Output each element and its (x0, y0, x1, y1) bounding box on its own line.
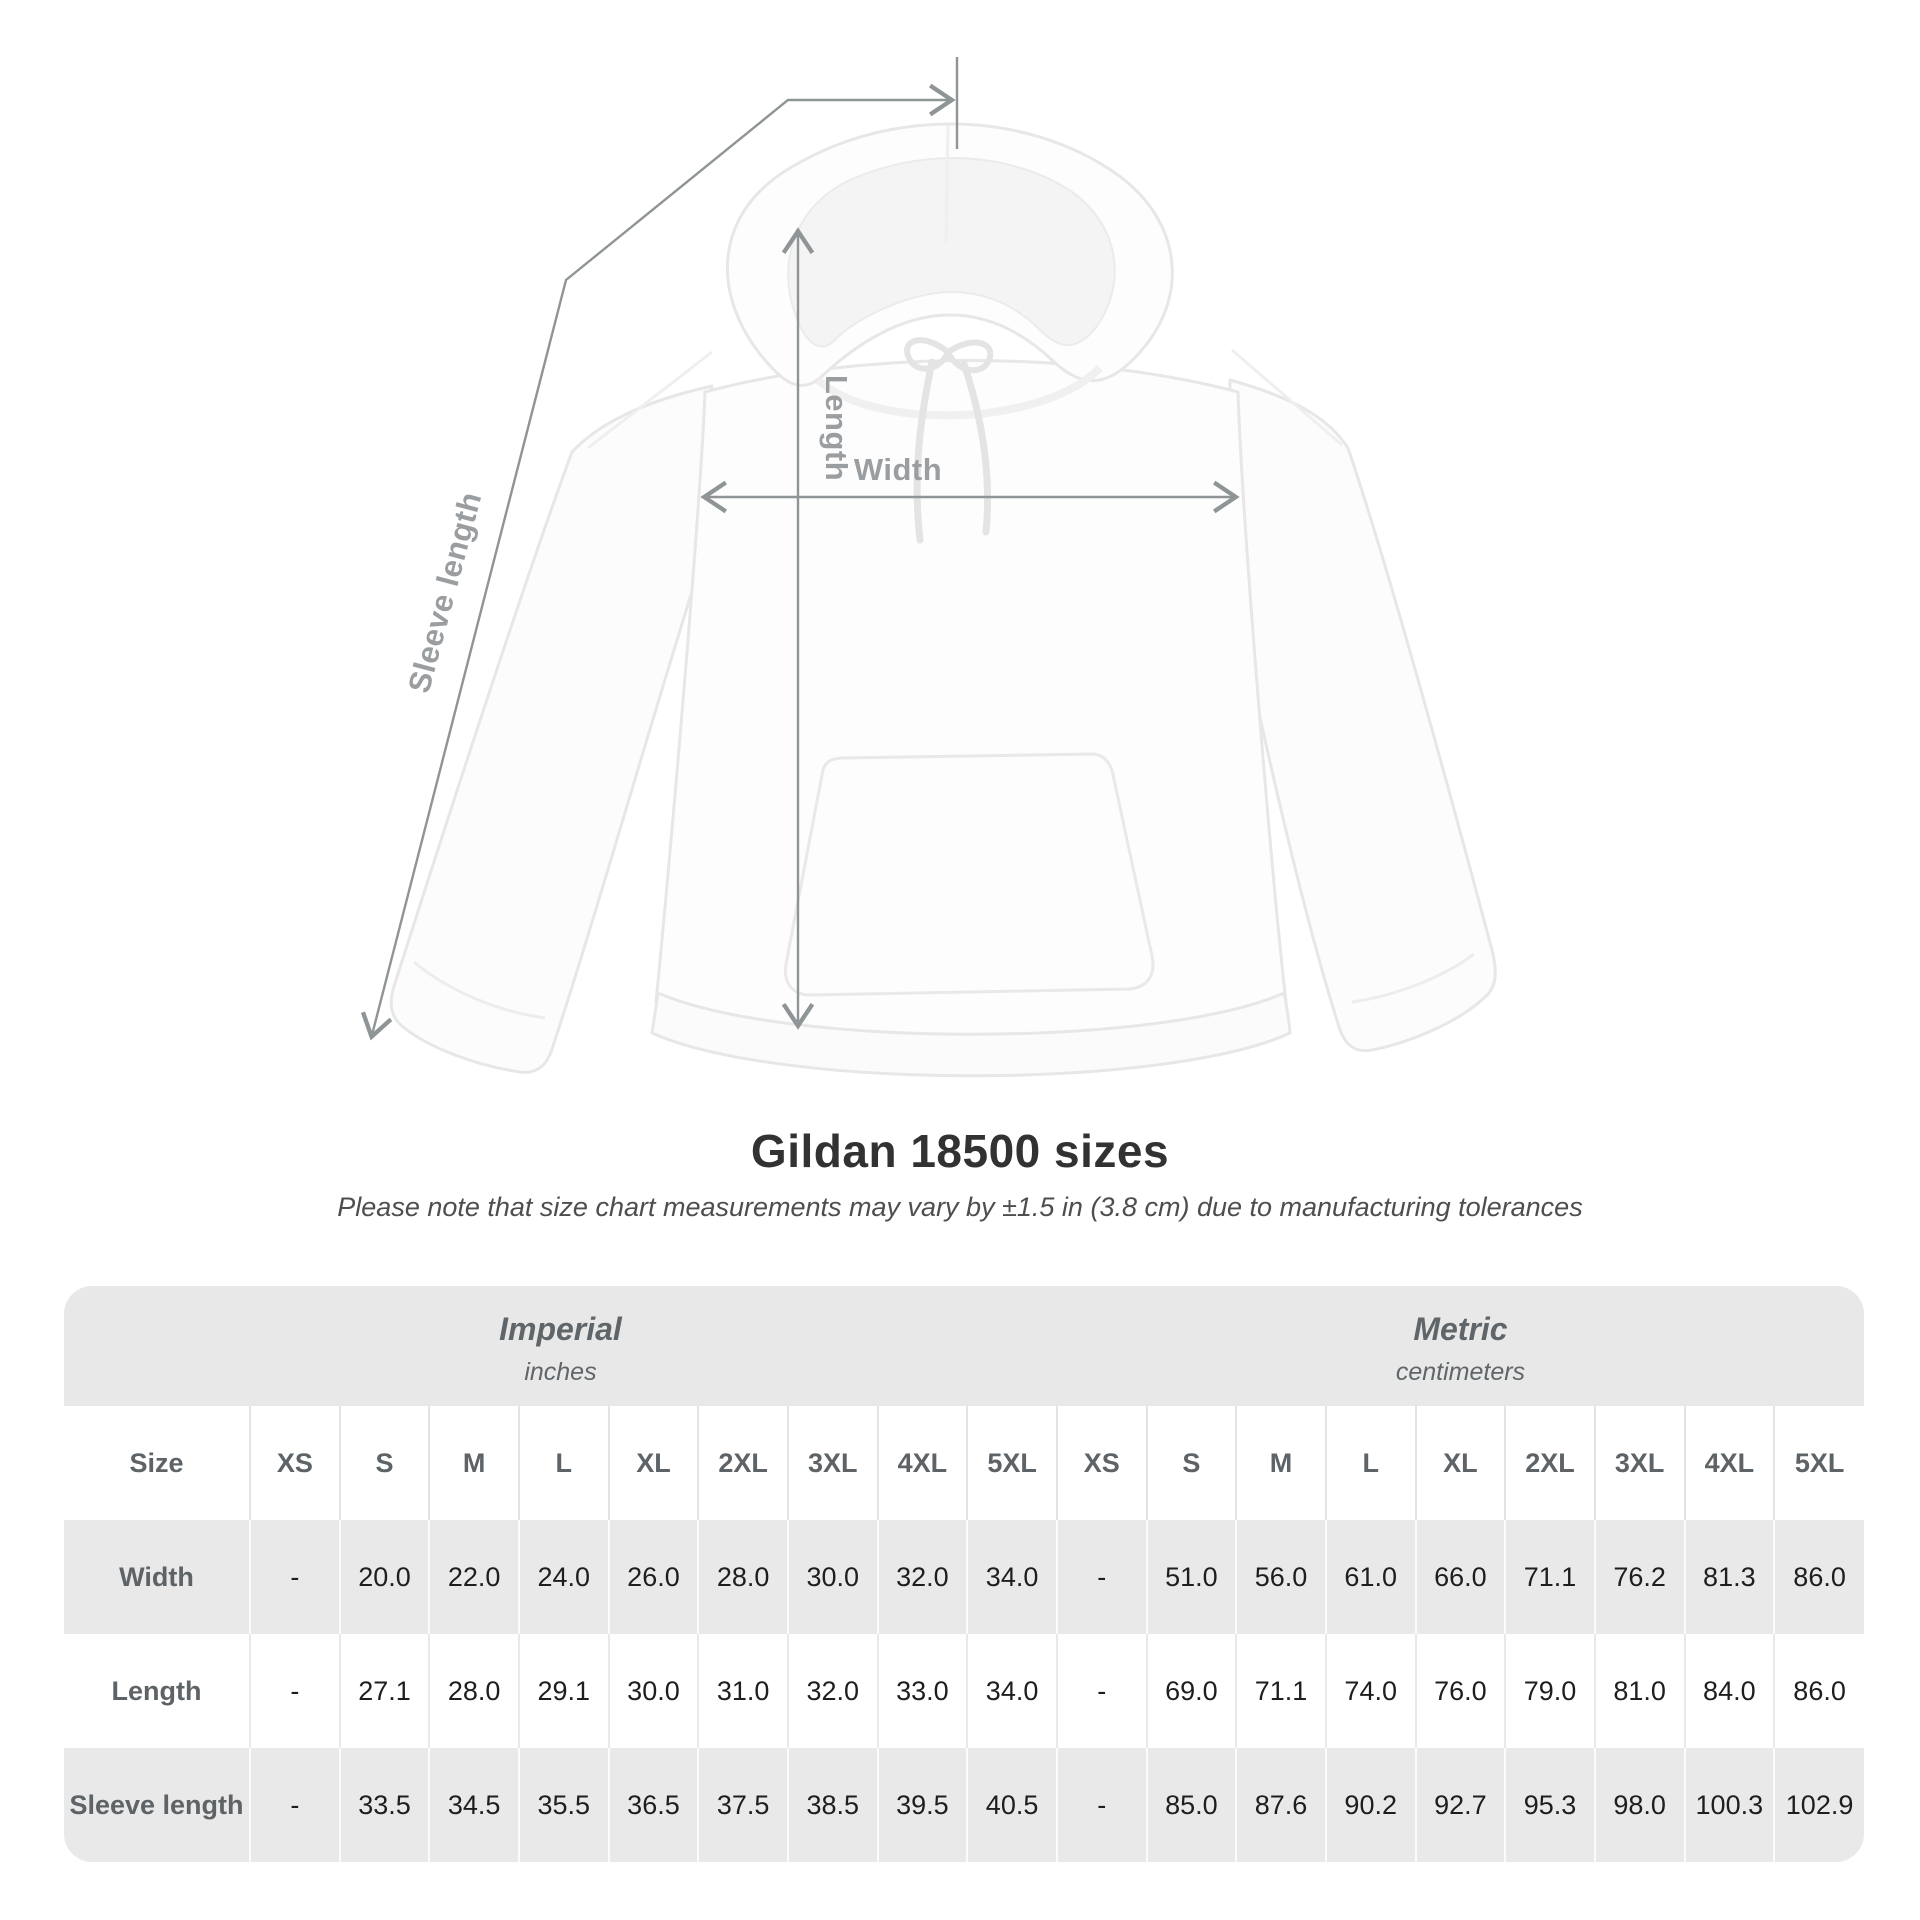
metric-value-cell: 81.0 (1593, 1634, 1685, 1748)
measurement-row-length: Length -27.1 28.0 29.1 30.0 31.0 32.0 33.0 34.0-… (64, 1634, 1864, 1748)
size-col-metric-2xl: 2XL (1504, 1406, 1595, 1520)
row-label: Sleeve length (64, 1748, 250, 1862)
unit-band-row: Imperial inches Metric centimeters (64, 1286, 1864, 1406)
imperial-value-cell: 30.0 (786, 1520, 878, 1634)
size-col-imperial-m: M (428, 1406, 519, 1520)
metric-value-cell: - (1055, 1520, 1147, 1634)
imperial-value-cell: 31.0 (697, 1634, 788, 1748)
metric-value-cell: 87.6 (1235, 1748, 1326, 1862)
size-col-metric-s: S (1145, 1406, 1237, 1520)
size-chart-table: Imperial inches Metric centimeters Size … (64, 1286, 1864, 1862)
size-col-imperial-l: L (517, 1406, 609, 1520)
imperial-value-cell: 37.5 (697, 1748, 788, 1862)
size-col-metric-4xl: 4XL (1683, 1406, 1775, 1520)
metric-value-cell: - (1055, 1748, 1147, 1862)
size-column-header: Size (64, 1406, 250, 1520)
metric-value-cell: 92.7 (1414, 1748, 1506, 1862)
length-label: Length (819, 375, 854, 481)
imperial-value-cell: 35.5 (517, 1748, 609, 1862)
imperial-value-cell: 32.0 (786, 1634, 878, 1748)
size-col-metric-l: L (1324, 1406, 1416, 1520)
size-col-imperial-2xl: 2XL (697, 1406, 788, 1520)
metric-value-cell: 86.0 (1773, 1634, 1864, 1748)
metric-value-cell: 76.2 (1593, 1520, 1685, 1634)
imperial-label: Imperial (499, 1311, 622, 1347)
hoodie-illustration (389, 122, 1497, 1078)
metric-value-cell: 85.0 (1145, 1748, 1237, 1862)
imperial-value-cell: 20.0 (338, 1520, 430, 1634)
hoodie-measurement-diagram: Length Width Sleeve length (360, 57, 1497, 1078)
imperial-value-cell: 28.0 (697, 1520, 788, 1634)
imperial-value-cell: 39.5 (876, 1748, 968, 1862)
imperial-value-cell: 33.0 (876, 1634, 968, 1748)
size-col-metric-3xl: 3XL (1593, 1406, 1685, 1520)
metric-value-cell: 95.3 (1504, 1748, 1595, 1862)
metric-label: Metric (1413, 1311, 1508, 1347)
imperial-value-cell: 40.5 (966, 1748, 1057, 1862)
imperial-value-cell: 29.1 (517, 1634, 609, 1748)
metric-value-cell: 100.3 (1683, 1748, 1775, 1862)
sleeve-length-arrow (360, 83, 956, 1041)
page-title: Gildan 18500 sizes (750, 1125, 1170, 1177)
imperial-value-cell: - (249, 1634, 340, 1748)
metric-value-cell: 81.3 (1683, 1520, 1775, 1634)
metric-value-cell: 56.0 (1235, 1520, 1326, 1634)
imperial-value-cell: 34.5 (428, 1748, 519, 1862)
metric-value-cell: - (1055, 1634, 1147, 1748)
imperial-value-cell: 34.0 (966, 1520, 1057, 1634)
size-col-imperial-s: S (338, 1406, 430, 1520)
measurement-row-sleeve-length: Sleeve length -33.5 34.5 35.5 36.5 37.5 38.5 39… (64, 1748, 1864, 1862)
metric-value-cell: 79.0 (1504, 1634, 1595, 1748)
measurement-row-width: Width -20.0 22.0 24.0 26.0 28.0 30.0 32.0 34.0-5… (64, 1520, 1864, 1634)
metric-value-cell: 74.0 (1324, 1634, 1416, 1748)
metric-value-cell: 61.0 (1324, 1520, 1416, 1634)
metric-value-cell: 84.0 (1683, 1634, 1775, 1748)
imperial-value-cell: 26.0 (607, 1520, 699, 1634)
metric-value-cell: 76.0 (1414, 1634, 1506, 1748)
imperial-value-cell: 22.0 (428, 1520, 519, 1634)
metric-value-cell: 51.0 (1145, 1520, 1237, 1634)
imperial-unit: inches (524, 1358, 597, 1386)
size-col-imperial-xs: XS (249, 1406, 340, 1520)
size-header-row: Size XS S M L XL 2XL 3XL 4XL 5XL XS S M L XL 2XL 3XL 4XL… (64, 1406, 1864, 1520)
size-col-imperial-5xl: 5XL (966, 1406, 1057, 1520)
row-label: Length (64, 1634, 250, 1748)
size-col-imperial-xl: XL (607, 1406, 699, 1520)
metric-value-cell: 86.0 (1773, 1520, 1864, 1634)
imperial-value-cell: 33.5 (338, 1748, 430, 1862)
metric-value-cell: 98.0 (1593, 1748, 1685, 1862)
imperial-value-cell: - (249, 1748, 340, 1862)
imperial-value-cell: 36.5 (607, 1748, 699, 1862)
imperial-value-cell: 34.0 (966, 1634, 1057, 1748)
metric-unit: centimeters (1395, 1358, 1526, 1386)
unit-group-imperial: Imperial inches (64, 1286, 1057, 1406)
metric-value-cell: 102.9 (1773, 1748, 1864, 1862)
imperial-value-cell: - (249, 1520, 340, 1634)
metric-value-cell: 69.0 (1145, 1634, 1237, 1748)
size-col-imperial-3xl: 3XL (786, 1406, 878, 1520)
size-col-metric-xl: XL (1414, 1406, 1506, 1520)
imperial-value-cell: 38.5 (786, 1748, 878, 1862)
width-label: Width (854, 452, 942, 487)
metric-value-cell: 71.1 (1235, 1634, 1326, 1748)
imperial-value-cell: 27.1 (338, 1634, 430, 1748)
imperial-value-cell: 30.0 (607, 1634, 699, 1748)
size-col-metric-m: M (1235, 1406, 1326, 1520)
row-label: Width (64, 1520, 250, 1634)
metric-value-cell: 71.1 (1504, 1520, 1595, 1634)
imperial-value-cell: 24.0 (517, 1520, 609, 1634)
unit-group-metric: Metric centimeters (1056, 1286, 1864, 1406)
measurement-arrows (360, 57, 1240, 1041)
imperial-value-cell: 28.0 (428, 1634, 519, 1748)
size-col-metric-xs: XS (1055, 1406, 1147, 1520)
tolerance-note: Please note that size chart measurements… (337, 1192, 1583, 1222)
metric-value-cell: 66.0 (1414, 1520, 1506, 1634)
size-col-metric-5xl: 5XL (1773, 1406, 1864, 1520)
metric-value-cell: 90.2 (1324, 1748, 1416, 1862)
imperial-value-cell: 32.0 (876, 1520, 968, 1634)
sleeve-length-label: Sleeve length (401, 488, 488, 696)
size-col-imperial-4xl: 4XL (876, 1406, 968, 1520)
